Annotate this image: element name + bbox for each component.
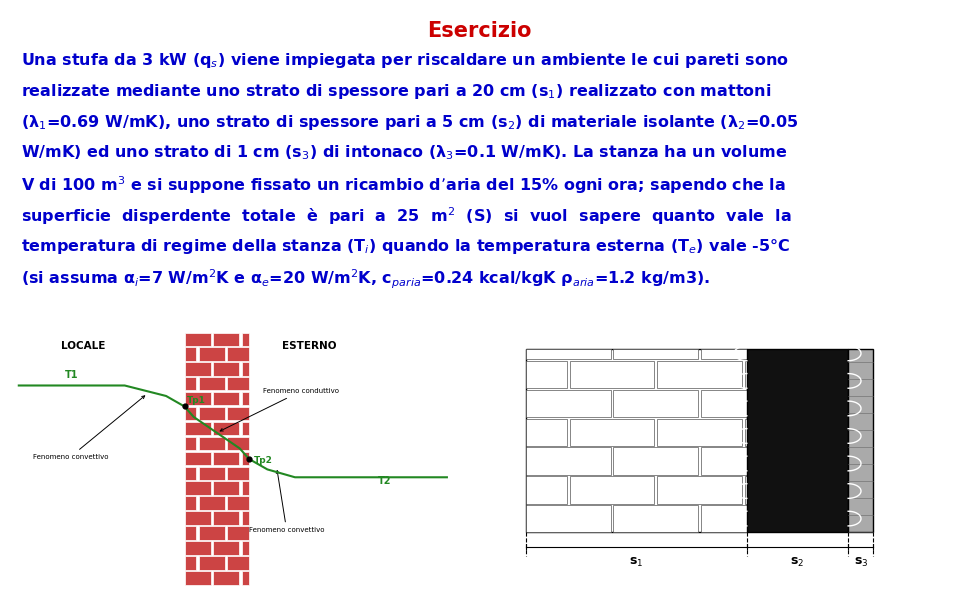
Bar xyxy=(701,505,747,532)
Bar xyxy=(744,361,747,388)
Text: Tp1: Tp1 xyxy=(187,396,205,405)
Bar xyxy=(227,347,249,361)
Bar xyxy=(242,333,249,346)
Text: Fenomeno conduttivo: Fenomeno conduttivo xyxy=(221,389,339,431)
Bar xyxy=(848,349,874,532)
Bar xyxy=(199,406,225,420)
Bar xyxy=(701,448,747,474)
Bar xyxy=(570,361,654,388)
Bar xyxy=(744,476,747,504)
Text: Esercizio: Esercizio xyxy=(428,21,531,41)
Bar xyxy=(227,406,249,420)
Bar xyxy=(184,437,197,450)
Text: s$_1$: s$_1$ xyxy=(629,556,643,569)
Bar xyxy=(744,418,747,446)
Text: T2: T2 xyxy=(378,476,391,486)
Bar xyxy=(526,390,611,417)
Bar xyxy=(570,476,654,504)
Text: Fenomeno convettivo: Fenomeno convettivo xyxy=(249,471,324,533)
Bar xyxy=(184,406,197,420)
Text: Tp2: Tp2 xyxy=(253,456,272,465)
Bar xyxy=(199,556,225,570)
Bar xyxy=(184,347,197,361)
Bar xyxy=(526,448,611,474)
Bar xyxy=(526,349,747,532)
Bar xyxy=(184,541,211,555)
Bar xyxy=(614,349,698,359)
Bar xyxy=(701,349,747,359)
Bar xyxy=(199,377,225,390)
Text: Fenomeno convettivo: Fenomeno convettivo xyxy=(33,396,145,460)
Bar xyxy=(227,467,249,480)
Bar xyxy=(242,422,249,435)
Bar xyxy=(747,349,848,532)
Bar xyxy=(184,422,211,435)
Bar xyxy=(213,482,240,495)
Bar xyxy=(199,437,225,450)
Bar xyxy=(227,556,249,570)
Bar xyxy=(242,392,249,405)
Bar xyxy=(242,452,249,465)
Bar xyxy=(184,571,211,585)
Text: V di 100 m$^3$ e si suppone fissato un ricambio d’aria del 15% ogni ora; sapendo: V di 100 m$^3$ e si suppone fissato un r… xyxy=(21,175,786,196)
Bar xyxy=(199,526,225,540)
Text: LOCALE: LOCALE xyxy=(61,341,105,351)
Bar xyxy=(242,511,249,525)
Bar xyxy=(526,418,567,446)
Bar xyxy=(570,418,654,446)
Bar xyxy=(184,452,211,465)
Bar xyxy=(227,496,249,510)
Bar xyxy=(184,392,211,405)
Bar xyxy=(657,361,742,388)
Bar xyxy=(227,377,249,390)
Bar xyxy=(184,377,197,390)
Text: W/mK) ed uno strato di 1 cm (s$_3$) di intonaco (λ$_3$=0.1 W/mK). La stanza ha u: W/mK) ed uno strato di 1 cm (s$_3$) di i… xyxy=(21,144,787,162)
Bar xyxy=(614,390,698,417)
Bar xyxy=(184,333,211,346)
Bar xyxy=(526,349,611,359)
Text: T1: T1 xyxy=(65,370,79,380)
Text: (λ$_1$=0.69 W/mK), uno strato di spessore pari a 5 cm (s$_2$) di materiale isola: (λ$_1$=0.69 W/mK), uno strato di spessor… xyxy=(21,113,799,132)
Bar xyxy=(213,362,240,375)
Text: Una stufa da 3 kW (q$_s$) viene impiegata per riscaldare un ambiente le cui pare: Una stufa da 3 kW (q$_s$) viene impiegat… xyxy=(21,51,788,70)
Bar xyxy=(213,571,240,585)
Bar xyxy=(213,541,240,555)
Bar xyxy=(701,390,747,417)
Bar xyxy=(242,571,249,585)
Bar xyxy=(526,476,567,504)
Bar xyxy=(227,437,249,450)
Bar xyxy=(199,347,225,361)
Bar xyxy=(526,361,567,388)
Bar xyxy=(213,392,240,405)
Bar xyxy=(184,556,197,570)
Text: s$_3$: s$_3$ xyxy=(854,556,868,569)
Bar xyxy=(184,496,197,510)
Bar xyxy=(213,511,240,525)
Bar xyxy=(657,476,742,504)
Bar xyxy=(184,467,197,480)
Bar xyxy=(227,526,249,540)
Bar xyxy=(184,362,211,375)
Bar xyxy=(213,333,240,346)
Bar xyxy=(242,362,249,375)
Bar xyxy=(213,452,240,465)
Bar xyxy=(213,422,240,435)
Bar xyxy=(184,526,197,540)
Text: (si assuma α$_i$=7 W/m$^2$K e α$_e$=20 W/m$^2$K, c$_{paria}$=0.24 kcal/kgK ρ$_{a: (si assuma α$_i$=7 W/m$^2$K e α$_e$=20 W… xyxy=(21,268,711,291)
Text: realizzate mediante uno strato di spessore pari a 20 cm (s$_1$) realizzato con m: realizzate mediante uno strato di spesso… xyxy=(21,82,771,101)
Bar xyxy=(184,511,211,525)
Text: s$_2$: s$_2$ xyxy=(790,556,805,569)
Text: superficie  disperdente  totale  è  pari  a  25  m$^2$  (S)  si  vuol  sapere  q: superficie disperdente totale è pari a 2… xyxy=(21,206,792,227)
Bar xyxy=(199,496,225,510)
Bar xyxy=(657,418,742,446)
Text: ESTERNO: ESTERNO xyxy=(282,341,336,351)
Text: temperatura di regime della stanza (T$_i$) quando la temperatura esterna (T$_e$): temperatura di regime della stanza (T$_i… xyxy=(21,237,790,256)
Bar xyxy=(242,541,249,555)
Bar xyxy=(242,482,249,495)
Bar xyxy=(614,505,698,532)
Bar xyxy=(614,448,698,474)
Bar xyxy=(184,482,211,495)
Bar xyxy=(199,467,225,480)
Bar xyxy=(526,505,611,532)
